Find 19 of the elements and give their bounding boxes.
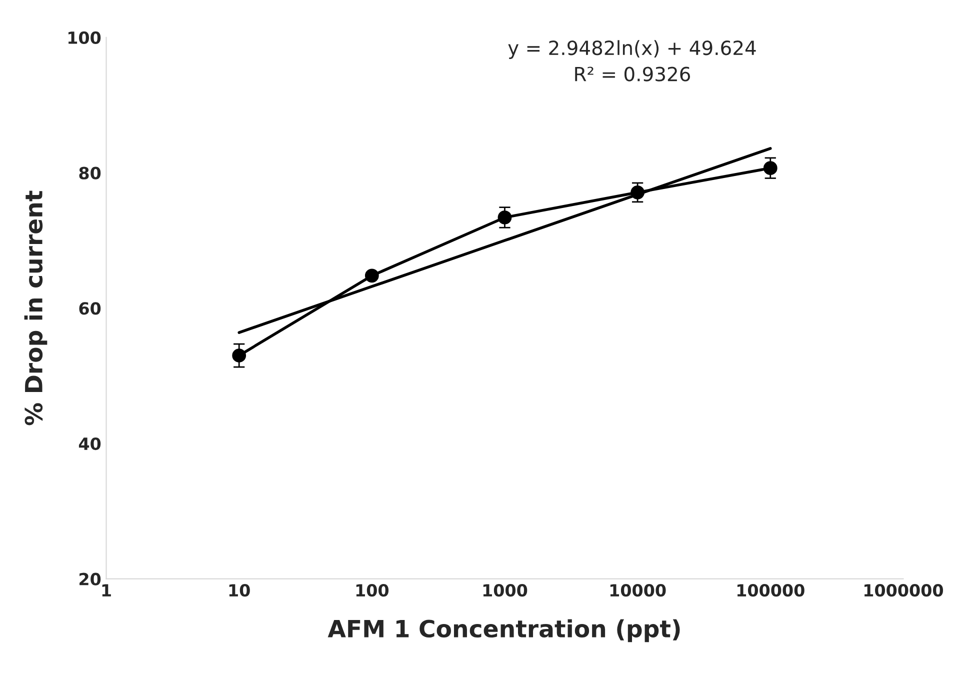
y-tick-label: 60 (79, 302, 101, 315)
y-tick-label: 80 (79, 166, 101, 180)
annotation: y = 2.9482ln(x) + 49.624 R² = 0.9326 (508, 40, 756, 82)
point (364, 268, 379, 283)
y-axis-title: % Drop in current (24, 190, 48, 426)
point (763, 161, 778, 176)
point (232, 348, 246, 362)
y-tick-label: 40 (78, 437, 101, 450)
x-tick-label: 100000 (737, 584, 804, 597)
x-tick-label: 1000000 (864, 584, 943, 597)
point (498, 210, 512, 224)
x-tick-label: 10000 (610, 584, 666, 597)
x-tick-label: 100 (356, 584, 389, 597)
x-tick-label: 1000 (483, 584, 528, 597)
x-tick-label: 1 (102, 584, 111, 596)
y-tick-label: 20 (80, 572, 101, 586)
x-axis-title: AFM 1 Concentration (ppt) (328, 619, 680, 642)
y-tick-label: 100 (68, 31, 101, 44)
x-tick-label: 10 (229, 584, 250, 597)
